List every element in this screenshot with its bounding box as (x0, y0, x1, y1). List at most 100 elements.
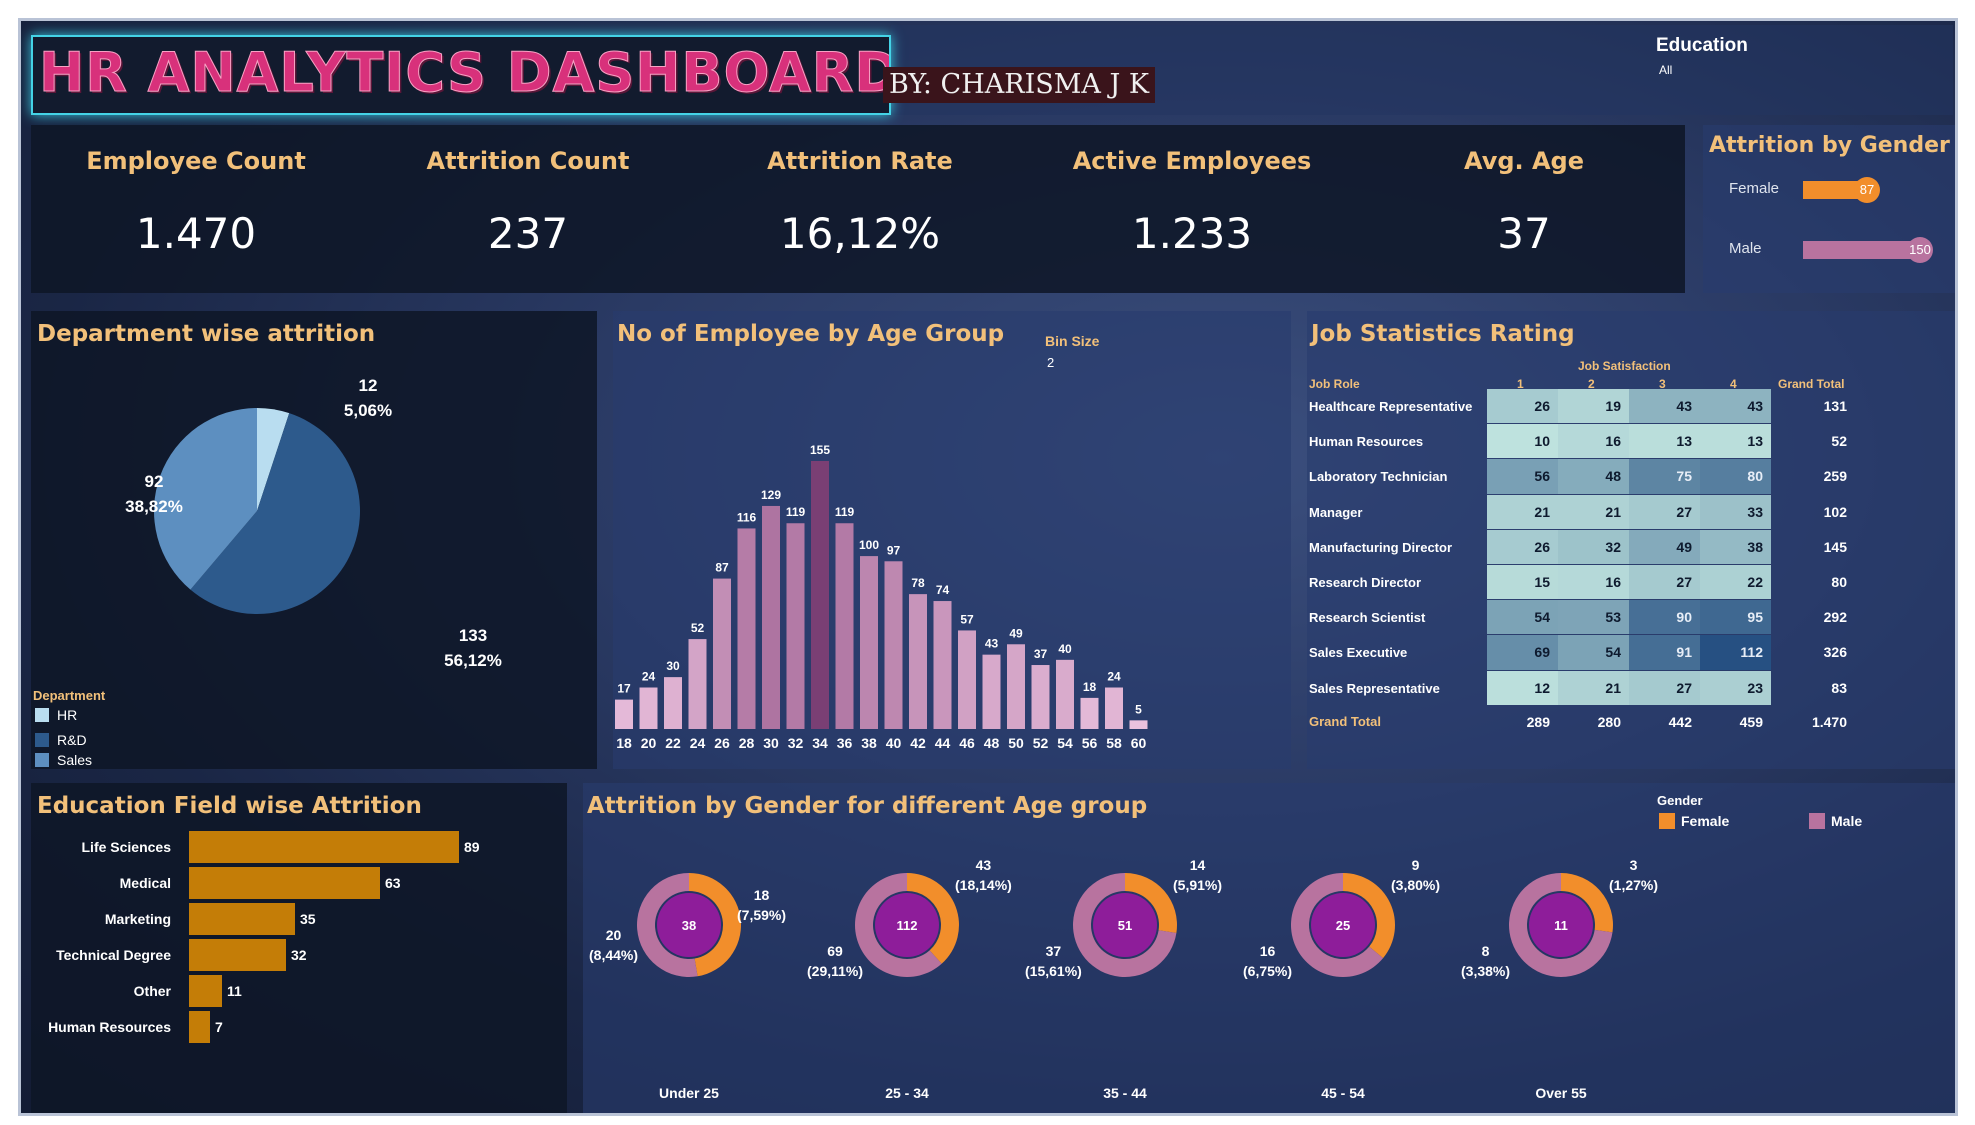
pie-slice-sales[interactable] (153, 408, 257, 590)
age-bar[interactable] (933, 601, 952, 729)
pie-slice-rd[interactable] (190, 413, 360, 614)
donut-center-total: 51 (1118, 918, 1132, 933)
gender-bar-male[interactable] (1803, 241, 1929, 259)
job-cell[interactable]: 56 (1487, 459, 1558, 494)
age-bar[interactable] (909, 594, 927, 729)
legend-item-hr[interactable]: HR (35, 707, 77, 723)
job-cell[interactable]: 80 (1700, 459, 1771, 494)
age-bar-value: 49 (1009, 626, 1023, 640)
age-bar[interactable] (1056, 659, 1074, 729)
donut-segment-female[interactable] (1561, 873, 1613, 933)
age-bar[interactable] (762, 505, 780, 729)
donut-segment-female[interactable] (1125, 873, 1177, 933)
job-cell[interactable]: 27 (1629, 670, 1700, 705)
job-cell[interactable]: 33 (1700, 494, 1771, 529)
job-cell[interactable]: 12 (1487, 670, 1558, 705)
education-bar[interactable] (189, 903, 295, 935)
donut-category-label: Under 25 (659, 1085, 719, 1101)
job-cell[interactable]: 43 (1629, 389, 1700, 424)
job-cell[interactable]: 10 (1487, 424, 1558, 459)
job-cell[interactable]: 48 (1558, 459, 1629, 494)
age-bar[interactable] (860, 556, 878, 729)
pie-slice-hr[interactable] (257, 408, 290, 511)
education-bar[interactable] (189, 1011, 210, 1043)
donut-segment-male[interactable] (1073, 873, 1177, 977)
job-cell[interactable]: 13 (1629, 424, 1700, 459)
age-bar[interactable] (615, 699, 633, 729)
job-cell[interactable]: 53 (1558, 600, 1629, 635)
age-bar[interactable] (835, 523, 854, 729)
age-bar[interactable] (786, 523, 805, 729)
age-tick-label: 54 (1057, 735, 1073, 751)
donut-segment-male[interactable] (1509, 873, 1613, 977)
job-cell[interactable]: 27 (1629, 565, 1700, 600)
job-cell[interactable]: 38 (1700, 529, 1771, 564)
donut-segment-female[interactable] (1343, 873, 1395, 959)
legend-item-rd[interactable]: R&D (35, 732, 87, 748)
job-cell[interactable]: 95 (1700, 600, 1771, 635)
donut-segment-male[interactable] (1291, 873, 1384, 977)
age-bar[interactable] (982, 654, 1001, 729)
age-bar[interactable] (688, 639, 707, 729)
donut-segment-female[interactable] (689, 873, 741, 977)
education-filter-value[interactable]: All (1659, 63, 1673, 77)
donut-segment-female[interactable] (907, 873, 959, 964)
column-header: 1 (1517, 377, 1524, 391)
legend-item-male[interactable]: Male (1809, 813, 1862, 829)
job-cell[interactable]: 21 (1558, 494, 1629, 529)
education-field-label: Life Sciences (81, 839, 172, 855)
age-bar[interactable] (1007, 644, 1025, 729)
donut-segment-male[interactable] (855, 873, 942, 977)
age-bar[interactable] (737, 528, 756, 729)
job-cell[interactable]: 21 (1487, 494, 1558, 529)
job-cell[interactable]: 27 (1629, 494, 1700, 529)
job-cell[interactable]: 43 (1700, 389, 1771, 424)
job-cell[interactable]: 32 (1558, 529, 1629, 564)
age-bar[interactable] (664, 677, 682, 729)
age-bar[interactable] (811, 461, 829, 729)
age-bar[interactable] (958, 630, 976, 729)
donut-category-label: 25 - 34 (885, 1085, 929, 1101)
bin-size-value[interactable]: 2 (1047, 355, 1055, 370)
job-cell[interactable]: 19 (1558, 389, 1629, 424)
age-bar[interactable] (1080, 697, 1099, 729)
dashboard-title: HR ANALYTICS DASHBOARD (38, 41, 891, 105)
age-bar[interactable] (1031, 665, 1050, 729)
age-bar[interactable] (1129, 720, 1148, 729)
job-cell[interactable]: 49 (1629, 529, 1700, 564)
job-cell[interactable]: 22 (1700, 565, 1771, 600)
job-cell[interactable]: 91 (1629, 635, 1700, 670)
job-cell[interactable]: 90 (1629, 600, 1700, 635)
education-bar[interactable] (189, 975, 222, 1007)
donut-segment-male[interactable] (637, 873, 698, 977)
gender-age-donut-panel: Attrition by Gender for different Age gr… (583, 783, 1955, 1113)
education-bar[interactable] (189, 867, 380, 899)
age-bar[interactable] (1105, 687, 1123, 729)
job-cell[interactable]: 54 (1487, 600, 1558, 635)
education-bar[interactable] (189, 831, 459, 863)
job-cell[interactable]: 16 (1558, 565, 1629, 600)
job-cell[interactable]: 21 (1558, 670, 1629, 705)
job-cell[interactable]: 15 (1487, 565, 1558, 600)
gender-label-male: Male (1729, 240, 1762, 257)
job-cell[interactable]: 16 (1558, 424, 1629, 459)
age-bar[interactable] (884, 561, 903, 729)
job-cell[interactable]: 69 (1487, 635, 1558, 670)
job-cell[interactable]: 75 (1629, 459, 1700, 494)
age-bar[interactable] (713, 578, 731, 729)
age-tick-label: 32 (788, 735, 804, 751)
job-cell[interactable]: 26 (1487, 529, 1558, 564)
job-cell[interactable]: 26 (1487, 389, 1558, 424)
education-bar[interactable] (189, 939, 286, 971)
job-cell[interactable]: 112 (1700, 635, 1771, 670)
legend-label: Female (1681, 813, 1730, 829)
column-group-header: Job Satisfaction (1578, 359, 1671, 373)
job-cell[interactable]: 54 (1558, 635, 1629, 670)
age-bar-value: 24 (1107, 670, 1121, 684)
job-cell[interactable]: 13 (1700, 424, 1771, 459)
legend-item-sales[interactable]: Sales (35, 752, 92, 768)
age-bar-value: 116 (737, 510, 757, 524)
legend-item-female[interactable]: Female (1659, 813, 1729, 829)
age-bar[interactable] (639, 687, 658, 729)
job-cell[interactable]: 23 (1700, 670, 1771, 705)
